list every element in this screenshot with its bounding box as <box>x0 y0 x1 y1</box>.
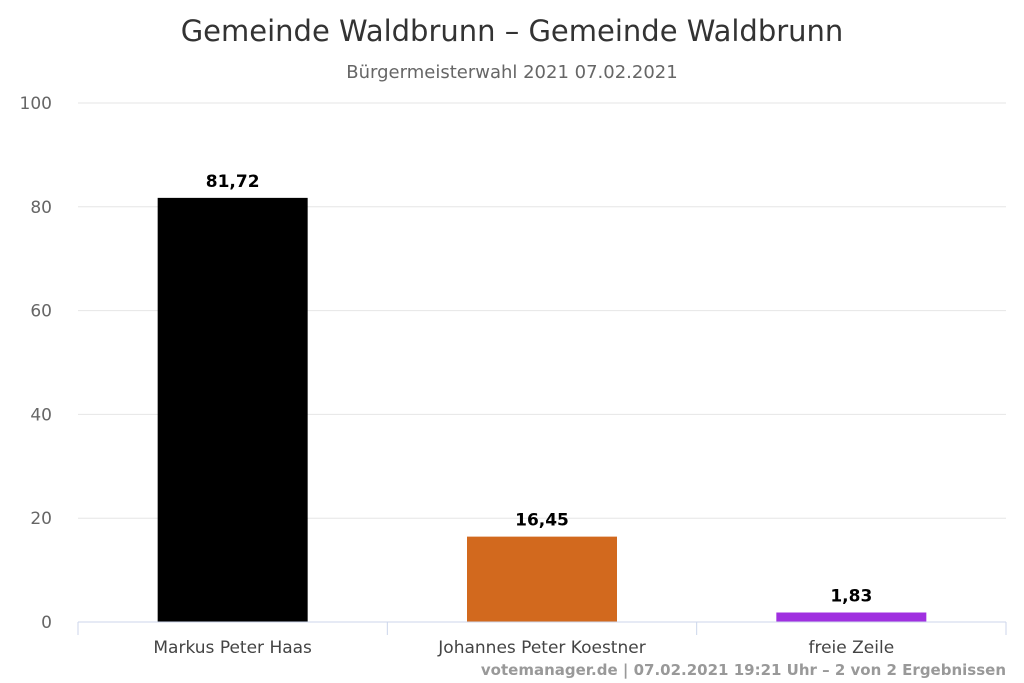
credits-text[interactable]: votemanager.de | 07.02.2021 19:21 Uhr – … <box>481 661 1006 680</box>
x-category-label: Johannes Peter Koestner <box>437 638 645 658</box>
y-tick-label: 20 <box>30 509 52 529</box>
x-category-label: Markus Peter Haas <box>153 638 312 658</box>
data-label: 81,72 <box>206 172 260 192</box>
y-tick-label: 80 <box>30 198 52 218</box>
x-category-label: freie Zeile <box>809 638 895 658</box>
y-axis-ticks: 0 20 40 60 80 100 <box>20 94 52 633</box>
chart-title: Gemeinde Waldbrunn – Gemeinde Waldbrunn <box>181 14 844 48</box>
bars: 81,72 16,45 1,83 <box>157 172 927 622</box>
y-tick-label: 0 <box>41 613 52 633</box>
y-tick-label: 100 <box>20 94 52 114</box>
x-axis: Markus Peter Haas Johannes Peter Koestner… <box>77 621 1007 658</box>
data-label: 16,45 <box>515 511 569 531</box>
data-label: 1,83 <box>830 587 872 607</box>
y-tick-label: 40 <box>30 405 52 425</box>
bar[interactable] <box>467 536 617 622</box>
y-tick-label: 60 <box>30 302 52 322</box>
bar[interactable] <box>157 197 308 622</box>
bar[interactable] <box>776 612 927 622</box>
chart-subtitle: Bürgermeisterwahl 2021 07.02.2021 <box>346 62 677 83</box>
